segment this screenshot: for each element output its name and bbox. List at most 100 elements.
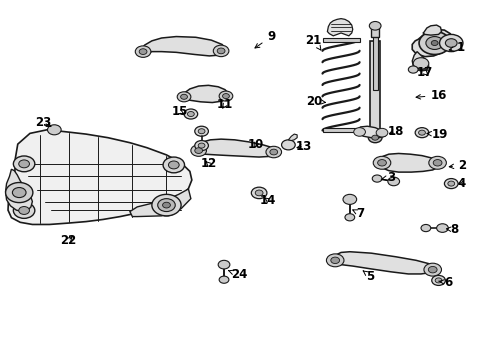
Text: 7: 7 (352, 207, 364, 220)
Circle shape (412, 58, 428, 69)
Text: 17: 17 (416, 66, 432, 79)
Text: 9: 9 (254, 30, 275, 48)
Polygon shape (181, 85, 228, 103)
Circle shape (19, 207, 29, 215)
Bar (372, 33, 377, 90)
Text: 3: 3 (381, 171, 394, 184)
Circle shape (430, 41, 437, 45)
Circle shape (368, 22, 380, 30)
Circle shape (330, 257, 339, 264)
Circle shape (375, 129, 387, 137)
Circle shape (444, 179, 457, 189)
Circle shape (255, 190, 263, 196)
Polygon shape (327, 19, 352, 36)
Text: 12: 12 (200, 157, 216, 170)
Circle shape (187, 112, 194, 117)
Circle shape (265, 146, 281, 158)
Circle shape (418, 130, 425, 135)
Circle shape (190, 145, 206, 156)
Circle shape (168, 161, 179, 169)
Circle shape (326, 254, 343, 267)
Bar (322, 38, 359, 41)
Circle shape (420, 225, 430, 231)
Circle shape (163, 157, 184, 173)
Polygon shape (288, 134, 297, 140)
Circle shape (217, 48, 224, 54)
Text: 14: 14 (259, 194, 276, 207)
Bar (370, 27, 378, 37)
Circle shape (281, 140, 295, 150)
Circle shape (219, 91, 232, 101)
Circle shape (152, 194, 181, 216)
Polygon shape (8, 130, 191, 225)
Circle shape (425, 37, 443, 49)
Circle shape (353, 128, 365, 136)
Circle shape (445, 39, 456, 47)
Text: 20: 20 (305, 95, 325, 108)
Circle shape (344, 214, 354, 221)
Circle shape (183, 109, 197, 119)
Circle shape (418, 32, 449, 54)
Text: 15: 15 (172, 105, 188, 118)
Text: 11: 11 (216, 98, 233, 111)
Circle shape (135, 46, 151, 57)
Circle shape (12, 188, 26, 198)
Circle shape (414, 128, 428, 138)
Circle shape (194, 140, 208, 150)
Circle shape (194, 148, 202, 153)
Circle shape (423, 263, 441, 276)
Circle shape (156, 200, 177, 216)
Circle shape (427, 266, 436, 273)
Circle shape (431, 275, 445, 285)
Circle shape (162, 202, 170, 208)
Text: 13: 13 (295, 140, 311, 153)
Circle shape (436, 224, 447, 232)
Circle shape (342, 194, 356, 204)
Polygon shape (378, 153, 439, 172)
Polygon shape (411, 30, 451, 57)
Circle shape (367, 133, 381, 143)
Polygon shape (411, 51, 428, 71)
Circle shape (180, 94, 187, 99)
Circle shape (377, 159, 386, 166)
Circle shape (47, 125, 61, 135)
Circle shape (158, 199, 175, 212)
Circle shape (428, 156, 446, 169)
Circle shape (269, 149, 277, 155)
Circle shape (372, 156, 390, 169)
Circle shape (432, 159, 441, 166)
Text: 6: 6 (438, 276, 451, 289)
Circle shape (387, 177, 399, 186)
Circle shape (447, 181, 454, 186)
Circle shape (194, 126, 208, 136)
Circle shape (161, 204, 171, 212)
Polygon shape (5, 169, 32, 212)
Circle shape (371, 135, 378, 140)
Text: 8: 8 (446, 223, 457, 236)
Text: 10: 10 (247, 138, 264, 150)
Text: 5: 5 (363, 270, 374, 283)
Polygon shape (194, 139, 277, 157)
Text: 4: 4 (457, 177, 465, 190)
Circle shape (13, 203, 35, 219)
Text: 23: 23 (36, 116, 52, 129)
Polygon shape (130, 189, 190, 217)
Bar (369, 41, 379, 138)
Circle shape (371, 175, 381, 182)
Circle shape (251, 187, 266, 199)
Bar (322, 129, 359, 132)
Circle shape (218, 260, 229, 269)
Text: 2: 2 (448, 159, 465, 172)
Circle shape (439, 35, 462, 51)
Circle shape (434, 278, 441, 283)
Circle shape (13, 156, 35, 172)
Circle shape (139, 49, 147, 54)
Polygon shape (356, 126, 385, 138)
Circle shape (198, 143, 204, 148)
Text: 24: 24 (228, 268, 247, 281)
Circle shape (177, 92, 190, 102)
Text: 21: 21 (305, 33, 321, 50)
Circle shape (19, 160, 29, 168)
Polygon shape (139, 37, 225, 56)
Text: 18: 18 (386, 125, 403, 138)
